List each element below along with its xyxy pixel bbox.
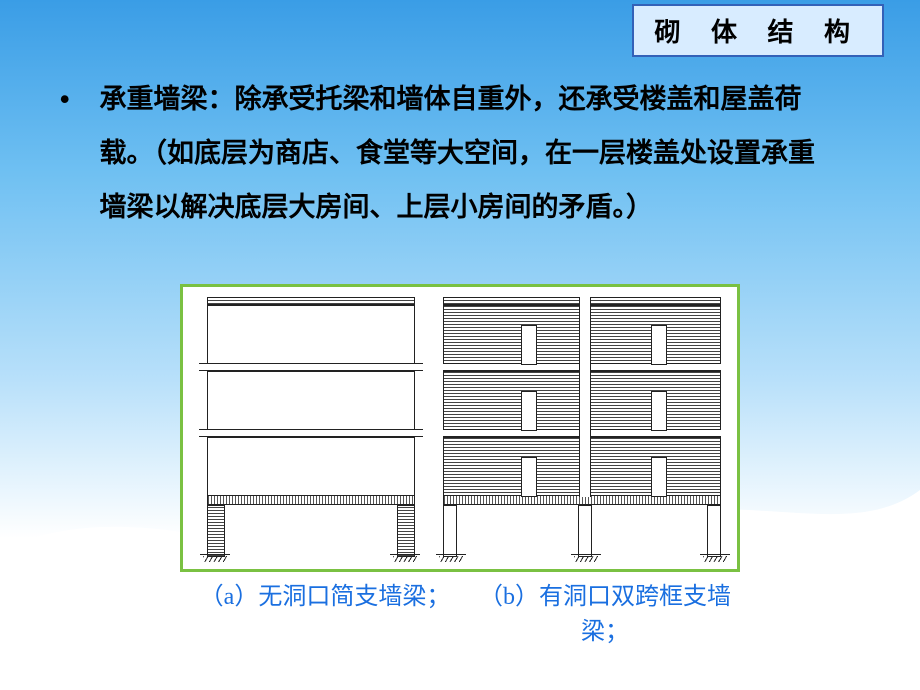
caption-b: （b）有洞口双跨框支墙梁； (470, 576, 740, 646)
foot-icon (200, 554, 230, 560)
door-icon (521, 391, 537, 431)
foot-icon (390, 554, 420, 560)
slab-2 (199, 429, 423, 437)
foot-icon (700, 554, 730, 560)
diagram-b (443, 297, 721, 565)
floor-1 (207, 437, 415, 497)
figure-captions: （a）无洞口简支墙梁； （b）有洞口双跨框支墙梁； (180, 576, 740, 646)
slide-content: • 承重墙梁：除承受托梁和墙体自重外，还承受楼盖和屋盖荷载。（如底层为商店、食堂… (60, 72, 880, 234)
foot-icon (436, 554, 466, 560)
door-icon (651, 391, 667, 431)
pier-left (443, 505, 457, 557)
door-icon (651, 457, 667, 497)
door-icon (651, 325, 667, 365)
wall-beam (207, 495, 415, 505)
pier-right (707, 505, 721, 557)
roof-brick (207, 297, 415, 305)
door-icon (521, 457, 537, 497)
diagram-a (199, 297, 423, 565)
pier-mid (578, 505, 592, 557)
floor-3 (207, 305, 415, 365)
bullet-dot: • (60, 72, 92, 126)
door-icon (521, 325, 537, 365)
figure-box (180, 284, 740, 572)
floor-2 (207, 371, 415, 431)
mid-column (579, 297, 591, 497)
bullet: • 承重墙梁：除承受托梁和墙体自重外，还承受楼盖和屋盖荷载。（如底层为商店、食堂… (60, 72, 880, 234)
caption-a: （a）无洞口简支墙梁； (180, 576, 470, 646)
foot-icon (571, 554, 601, 560)
pier-right (397, 505, 415, 557)
slab-3 (199, 363, 423, 371)
header-tag: 砌 体 结 构 (632, 4, 884, 57)
bullet-text: 承重墙梁：除承受托梁和墙体自重外，还承受楼盖和屋盖荷载。（如底层为商店、食堂等大… (100, 72, 840, 234)
pier-left (207, 505, 225, 557)
